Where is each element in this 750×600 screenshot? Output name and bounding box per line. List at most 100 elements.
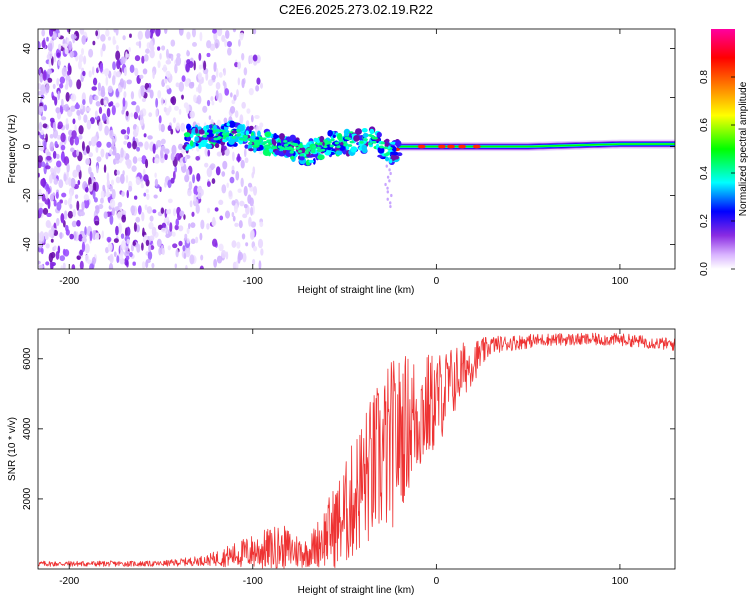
spectrogram-signal-cell [392, 151, 399, 156]
spectrogram-noise-cell [65, 118, 69, 125]
spectrogram-noise-cell [68, 78, 73, 88]
spectrogram-noise-cell [192, 42, 198, 47]
spectrogram-noise-cell [66, 37, 70, 44]
spectrogram-noise-cell [202, 105, 208, 113]
spectrogram-noise-cell [193, 60, 196, 71]
spectrogram-hotspot [437, 144, 446, 149]
spectrogram-noise-cell [114, 152, 121, 161]
spectrogram-noise-cell [51, 55, 54, 66]
spectrogram-noise-cell [46, 36, 49, 42]
spectrogram-noise-cell [145, 158, 149, 169]
colorbar-gradient [711, 29, 735, 269]
spectrogram-noise-cell [207, 79, 213, 86]
spectrogram-signal-cell [384, 142, 389, 148]
spectrogram-noise-cell [167, 245, 172, 251]
spectrogram-noise-cell [206, 181, 211, 187]
spectrogram-noise-cell [214, 39, 220, 49]
spectrogram-noise-cell [103, 100, 108, 106]
spectrogram-noise-cell [94, 110, 98, 118]
spectrogram-y-axis-label: Frequency (Hz) [7, 115, 18, 184]
spectrogram-noise-cell [246, 108, 251, 114]
spectrogram-noise-cell [236, 89, 239, 98]
spectrogram-signal-cell [255, 136, 260, 141]
spectrogram-signal-cell [228, 120, 236, 128]
spectrogram-noise-cell [38, 264, 44, 269]
spectrogram-noise-cell [206, 223, 210, 230]
spectrogram-noise-cell [84, 226, 87, 236]
spectrogram-signal-cell [222, 139, 228, 143]
spectrogram-x-tick-label: 0 [434, 276, 440, 287]
spectrogram-noise-cell [221, 34, 226, 43]
spectrogram-noise-cell [165, 48, 169, 58]
spectrogram-noise-cell [142, 68, 148, 75]
spectrogram-signal-core [334, 141, 340, 145]
spectrogram-signal-cell [248, 125, 254, 131]
spectrogram-noise-cell [80, 48, 85, 56]
spectrogram-noise-cell [160, 138, 166, 145]
spectrogram-noise-cell [229, 176, 235, 184]
spectrogram-noise-cell [89, 117, 95, 125]
spectrogram-hotspot [472, 144, 481, 149]
spectrogram-signal-cell [353, 135, 360, 142]
spectrogram-x-tick-label: -100 [243, 276, 263, 287]
spectrogram-noise-cell [116, 255, 120, 263]
spectrogram-noise-cell [119, 258, 125, 265]
spectrogram-noise-cell [92, 40, 96, 46]
spectrogram-noise-cell [163, 78, 168, 84]
spectrogram-noise-cell [125, 159, 131, 166]
spectrogram-signal-core [347, 144, 353, 147]
spectrogram-signal-core [289, 150, 294, 154]
spectrogram-noise-cell [164, 98, 167, 106]
spectrogram-noise-cell [135, 125, 140, 134]
spectrogram-noise-cell [147, 87, 151, 93]
spectrogram-signal-core [295, 147, 300, 150]
spectrogram-noise-cell [389, 171, 392, 176]
spectrogram-noise-cell [107, 36, 111, 41]
spectrogram-noise-cell [175, 122, 181, 131]
spectrogram-signal-core [320, 148, 326, 152]
spectrogram-noise-cell [75, 164, 81, 173]
spectrogram-noise-cell [115, 50, 121, 61]
spectrogram-signal-core [283, 139, 288, 143]
spectrogram-noise-cell [224, 88, 230, 96]
spectrogram-noise-cell [125, 110, 129, 117]
spectrogram-noise-cell [120, 233, 125, 239]
spectrogram-noise-cell [134, 55, 141, 62]
spectrogram-noise-cell [185, 248, 191, 258]
spectrogram-noise-cell [95, 205, 100, 215]
spectrogram-noise-cell [81, 241, 86, 253]
spectrogram-signal-core [202, 134, 207, 138]
snr-frame [37, 328, 676, 570]
spectrogram-noise-cell [60, 213, 65, 223]
snr-y-tick-label: 2000 [22, 487, 33, 510]
spectrogram-noise-cell [88, 70, 92, 78]
spectrogram-noise-cell [86, 119, 92, 130]
spectrogram-noise-cell [206, 207, 211, 214]
spectrogram-noise-cell [105, 68, 110, 76]
spectrogram-noise-cell [178, 240, 183, 247]
spectrogram-noise-cell [88, 183, 93, 192]
spectrogram-noise-cell [222, 145, 227, 151]
spectrogram-signal-core [282, 147, 287, 151]
spectrogram-noise-cell [141, 211, 145, 222]
spectrogram-noise-cell [218, 72, 223, 78]
spectrogram-noise-cell [52, 121, 57, 132]
spectrogram-noise-cell [38, 142, 41, 149]
spectrogram-noise-cell [78, 134, 83, 140]
spectrogram-noise-cell [129, 251, 133, 258]
spectrogram-signal-core [306, 148, 311, 152]
spectrogram-noise-cell [199, 232, 203, 241]
spectrogram-signal-cell [376, 131, 382, 138]
spectrogram-noise-cell [100, 34, 106, 42]
spectrogram-noise-cell [160, 207, 165, 214]
spectrogram-noise-cell [78, 54, 84, 63]
spectrogram-noise-cell [41, 29, 46, 37]
spectrogram-noise-cell [190, 238, 196, 245]
spectrogram-noise-cell [121, 214, 127, 223]
spectrogram-noise-cell [111, 105, 116, 116]
spectrogram-noise-cell [142, 168, 146, 177]
spectrogram-noise-cell [106, 118, 110, 125]
spectrogram-noise-cell [119, 250, 124, 260]
snr-x-tick-label: -200 [59, 576, 79, 587]
spectrogram-noise-cell [132, 261, 136, 266]
